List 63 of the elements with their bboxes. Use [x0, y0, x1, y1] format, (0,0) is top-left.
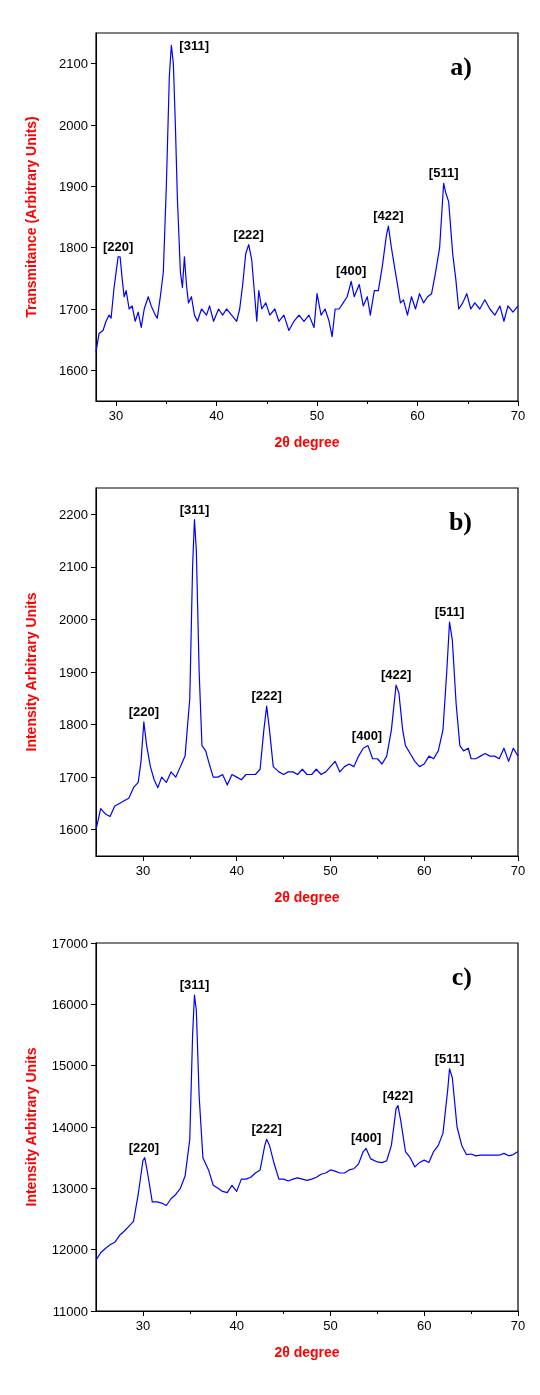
annotation: [400]	[336, 263, 367, 279]
y-tick-label: 2000	[59, 117, 88, 133]
y-tick-label: 1700	[59, 769, 88, 785]
annotation: [222]	[233, 226, 264, 242]
annotation: [422]	[373, 208, 404, 224]
annotation: [311]	[179, 501, 210, 517]
annotation: [311]	[179, 37, 209, 53]
y-tick-label: 1800	[59, 717, 88, 733]
text: b)	[448, 506, 473, 536]
y-tick-label: 12000	[51, 1242, 88, 1258]
x-tick-label: 30	[108, 408, 124, 423]
x-tick-label: 40	[229, 1318, 244, 1333]
x-tick-label: 60	[416, 1318, 432, 1333]
y-tick-label: 2100	[59, 56, 88, 72]
y-tick-label: 2200	[59, 506, 88, 522]
annotation: [511]	[434, 1050, 465, 1066]
x-tick-label: 70	[510, 1318, 526, 1333]
annotation: [511]	[428, 165, 459, 181]
y-axis-title: Transmitance (Arbitrary Units)	[23, 116, 39, 318]
annotation: [400]	[351, 727, 383, 743]
y-tick-label: 11000	[52, 1303, 88, 1319]
y-tick-label: 1900	[59, 178, 88, 194]
y-tick-label: 1600	[59, 822, 88, 838]
y-tick-label: 1900	[59, 664, 88, 680]
y-tick-label: 2000	[59, 611, 88, 627]
x-tick-label: 60	[410, 408, 425, 423]
annotation: [400]	[350, 1130, 382, 1146]
annotation: [222]	[251, 688, 282, 704]
annotation: [220]	[128, 1139, 160, 1155]
x-tick-label: 30	[135, 1318, 151, 1333]
y-axis-title: Intensity Arbitrary Units	[23, 592, 39, 752]
annotation: [222]	[251, 1121, 282, 1137]
annotation: [422]	[382, 1087, 414, 1103]
annotation: [422]	[380, 667, 412, 683]
x-tick-label: 40	[229, 863, 244, 878]
y-axis-title: Intensity Arbitrary Units	[23, 1047, 39, 1207]
x-tick-label: 50	[323, 1318, 338, 1333]
y-tick-label: 17000	[51, 935, 88, 951]
y-tick-label: 1600	[59, 362, 88, 378]
x-tick-label: 40	[209, 408, 224, 423]
text: c)	[451, 961, 472, 991]
line-series	[95, 994, 519, 1261]
text: a)	[450, 51, 473, 81]
y-tick-label: 1800	[59, 240, 88, 256]
y-tick-label: 2100	[59, 559, 88, 575]
x-tick-label: 50	[309, 408, 325, 423]
x-axis-title: 2θ degree	[274, 1344, 340, 1360]
annotation: [511]	[434, 604, 465, 620]
x-tick-label: 70	[510, 863, 526, 878]
y-tick-label: 1700	[59, 301, 88, 317]
x-tick-label: 60	[416, 863, 432, 878]
y-tick-label: 15000	[51, 1058, 88, 1074]
x-tick-label: 50	[323, 863, 338, 878]
annotation: [220]	[128, 703, 160, 719]
y-tick-label: 13000	[51, 1180, 88, 1196]
y-tick-label: 16000	[51, 996, 88, 1012]
y-tick-label: 14000	[51, 1119, 88, 1135]
x-axis-title: 2θ degree	[274, 889, 340, 905]
x-tick-label: 30	[135, 863, 151, 878]
x-tick-label: 70	[510, 408, 526, 423]
x-axis-title: 2θ degree	[274, 434, 340, 450]
annotation: [311]	[179, 977, 210, 993]
annotation: [220]	[102, 238, 134, 254]
